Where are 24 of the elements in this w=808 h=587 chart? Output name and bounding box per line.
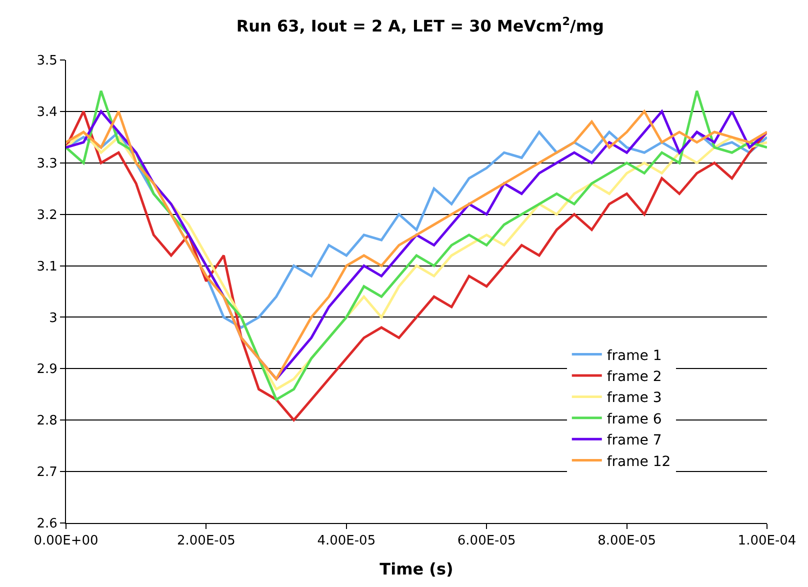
- y-tick-label: 3.2: [36, 208, 58, 223]
- x-tick-label: 0.00E+00: [34, 534, 98, 549]
- y-tick-label: 2.6: [36, 516, 58, 532]
- y-tick-label: 3: [49, 310, 58, 326]
- y-tick-label: 2.8: [36, 414, 58, 429]
- y-tick-label: 2.7: [36, 465, 58, 480]
- y-tick-label: 3.3: [36, 156, 58, 172]
- x-tick-label: 8.00E-05: [598, 534, 656, 549]
- x-tick-label: 6.00E-05: [457, 534, 516, 549]
- x-axis-title: Time (s): [380, 559, 454, 578]
- legend-label: frame 3: [606, 390, 662, 406]
- legend-label: frame 7: [606, 432, 662, 449]
- legend-label: frame 12: [606, 454, 671, 470]
- x-tick-label: 1.00E-04: [738, 534, 796, 549]
- y-tick-label: 3.4: [36, 104, 58, 120]
- legend-label: frame 1: [606, 348, 662, 364]
- legend-label: frame 2: [606, 368, 662, 385]
- chart-title: Run 63, Iout = 2 A, LET = 30 MeVcm$^{2}$/mg: [236, 15, 604, 36]
- x-tick-label: 4.00E-05: [317, 534, 376, 549]
- legend-label: frame 6: [606, 411, 662, 428]
- y-tick-label: 3.1: [36, 259, 58, 274]
- y-tick-label: 2.9: [36, 362, 58, 378]
- y-tick-label: 3.5: [36, 54, 58, 69]
- x-tick-label: 2.00E-05: [176, 534, 236, 549]
